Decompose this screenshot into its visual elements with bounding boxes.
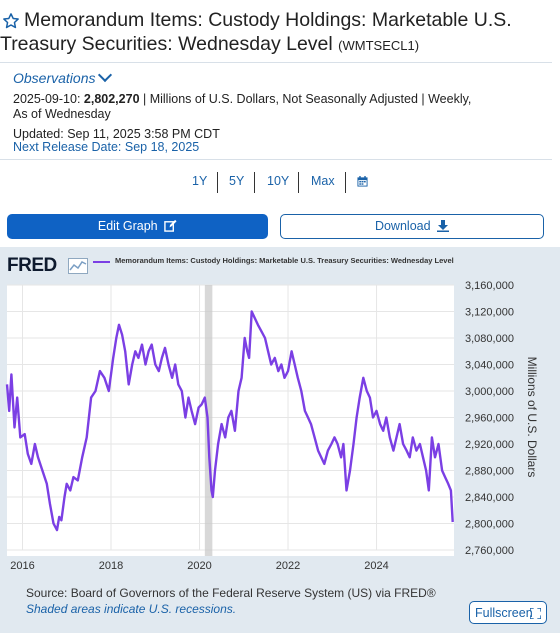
download-icon xyxy=(437,220,450,232)
y-tick-label: 2,880,000 xyxy=(465,466,514,478)
page-title: Memorandum Items: Custody Holdings: Mark… xyxy=(0,8,556,58)
range-1y-button[interactable]: 1Y xyxy=(192,174,208,188)
edit-icon xyxy=(164,219,177,232)
observation-date: 2025-09-10: xyxy=(13,92,81,106)
observations-toggle[interactable]: Observations xyxy=(13,67,113,86)
chevron-down-icon xyxy=(98,67,113,83)
y-tick-label: 3,000,000 xyxy=(465,386,514,398)
y-tick-label: 2,960,000 xyxy=(465,413,514,425)
observations-box: Observations 2025-09-10: 2,802,270 | Mil… xyxy=(0,62,552,160)
range-selector: 1Y 5Y 10Y Max xyxy=(0,170,560,196)
legend-swatch xyxy=(93,261,110,263)
next-release-date: Next Release Date: Sep 18, 2025 xyxy=(13,140,200,154)
range-divider xyxy=(345,172,346,193)
title-bar: Memorandum Items: Custody Holdings: Mark… xyxy=(0,0,560,62)
range-divider xyxy=(254,172,255,193)
chart-mini-icon xyxy=(68,258,88,274)
fullscreen-icon xyxy=(530,608,541,619)
range-max-button[interactable]: Max xyxy=(311,174,335,188)
star-icon[interactable] xyxy=(2,12,20,30)
line-chart: 2,760,000 2,800,000 2,840,000 2,880,000 2,92… xyxy=(5,280,539,572)
series-line xyxy=(5,310,454,532)
observation-value: 2,802,270 xyxy=(83,92,140,106)
range-10y-button[interactable]: 10Y xyxy=(267,174,290,188)
calendar-icon[interactable] xyxy=(357,176,368,187)
edit-graph-label: Edit Graph xyxy=(97,219,158,233)
recession-note[interactable]: Shaded areas indicate U.S. recessions. xyxy=(26,602,237,616)
series-title: Memorandum Items: Custody Holdings: Mark… xyxy=(0,9,512,55)
y-tick-label: 3,080,000 xyxy=(465,333,514,345)
x-tick-label: 2020 xyxy=(187,560,211,572)
observations-label: Observations xyxy=(13,70,96,86)
y-tick-label: 2,760,000 xyxy=(465,545,514,557)
source-text: Source: Board of Governors of the Federa… xyxy=(26,586,436,600)
y-tick-label: 3,160,000 xyxy=(465,280,514,292)
download-label: Download xyxy=(374,219,431,233)
x-tick-label: 2024 xyxy=(364,560,388,572)
range-divider xyxy=(217,172,218,193)
range-5y-button[interactable]: 5Y xyxy=(229,174,245,188)
fred-logo: FRED xyxy=(7,255,57,276)
updated-text: Updated: Sep 11, 2025 3:58 PM CDT xyxy=(13,127,220,141)
x-tick-label: 2018 xyxy=(99,560,123,572)
range-divider xyxy=(298,172,299,193)
observation-details: | Millions of U.S. Dollars, Not Seasonal… xyxy=(13,92,472,121)
y-axis-label: Millions of U.S. Dollars xyxy=(525,357,539,478)
fullscreen-label: Fullscreen xyxy=(475,606,533,620)
chart-panel: FRED Memorandum Items: Custody Holdings:… xyxy=(0,247,560,633)
y-tick-label: 2,840,000 xyxy=(465,492,514,504)
y-tick-label: 2,800,000 xyxy=(465,519,514,531)
y-tick-label: 3,040,000 xyxy=(465,360,514,372)
x-tick-label: 2022 xyxy=(276,560,300,572)
edit-graph-button[interactable]: Edit Graph xyxy=(7,214,268,239)
download-button[interactable]: Download xyxy=(280,214,544,239)
legend-label: Memorandum Items: Custody Holdings: Mark… xyxy=(115,256,454,265)
series-id: (WMTSECL1) xyxy=(338,38,420,53)
fullscreen-button[interactable]: Fullscreen xyxy=(469,601,547,624)
y-tick-label: 2,920,000 xyxy=(465,439,514,451)
observation-summary: 2025-09-10: 2,802,270 | Millions of U.S.… xyxy=(13,92,473,122)
x-tick-label: 2016 xyxy=(10,560,34,572)
y-tick-label: 3,120,000 xyxy=(465,307,514,319)
